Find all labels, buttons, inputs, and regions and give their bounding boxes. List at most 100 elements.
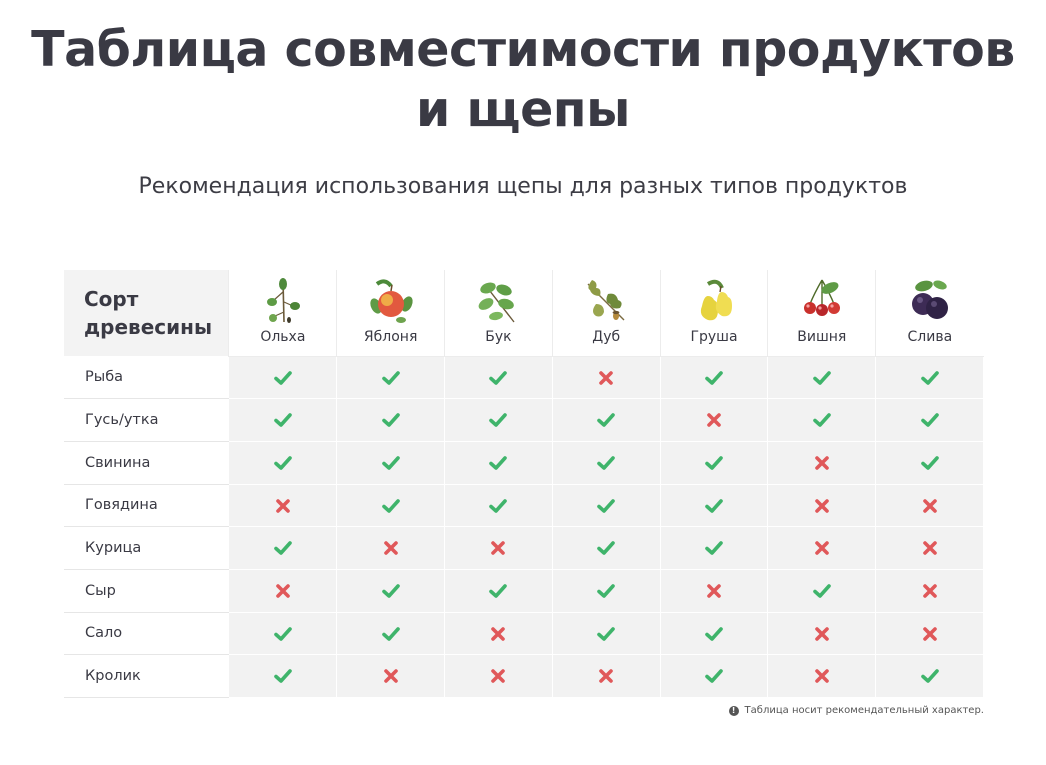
- check-icon: [488, 496, 508, 516]
- table-header-row: Сорт древесины Ольха Яблоня Бук: [64, 270, 984, 357]
- compat-cell: [444, 611, 553, 656]
- cross-icon: [381, 538, 401, 558]
- wood-header-2: Бук: [444, 270, 553, 357]
- pear-icon: [690, 276, 738, 326]
- check-icon: [381, 410, 401, 430]
- check-icon: [488, 410, 508, 430]
- check-icon: [704, 538, 724, 558]
- cross-icon: [812, 496, 832, 516]
- compat-cell: [659, 611, 769, 656]
- cross-icon: [920, 624, 940, 644]
- compat-cell: [875, 483, 984, 528]
- compat-cell: [444, 568, 553, 613]
- wood-name: Вишня: [797, 328, 847, 345]
- table-row: Говядина: [64, 483, 984, 528]
- check-icon: [920, 666, 940, 686]
- compat-cell: [444, 355, 553, 400]
- corner-label: Сорт древесины: [84, 287, 213, 339]
- compat-cell: [228, 568, 338, 613]
- check-icon: [920, 368, 940, 388]
- compat-cell: [875, 611, 984, 656]
- wood-header-3: Дуб: [551, 270, 661, 357]
- compat-cell: [336, 568, 446, 613]
- check-icon: [488, 581, 508, 601]
- compat-cell: [875, 526, 984, 570]
- product-label: Сало: [64, 612, 229, 656]
- check-icon: [273, 538, 293, 558]
- wood-header-0: Ольха: [228, 270, 337, 357]
- compat-cell: [228, 355, 338, 400]
- oak-icon: [582, 276, 630, 326]
- cross-icon: [273, 581, 293, 601]
- apple-icon: [367, 276, 415, 326]
- compat-cell: [875, 398, 984, 442]
- cross-icon: [812, 538, 832, 558]
- compat-cell: [767, 654, 877, 698]
- table-row: Гусь/утка: [64, 398, 984, 442]
- wood-name: Яблоня: [363, 328, 418, 345]
- compat-cell: [875, 355, 984, 400]
- product-label: Сыр: [64, 569, 229, 613]
- footnote: ! Таблица носит рекомендательный характе…: [728, 705, 984, 716]
- check-icon: [596, 410, 616, 430]
- table-row: Сыр: [64, 568, 984, 613]
- check-icon: [273, 666, 293, 686]
- compat-cell: [444, 483, 553, 528]
- cross-icon: [812, 624, 832, 644]
- compat-cell: [444, 654, 553, 698]
- wood-name: Дуб: [592, 328, 621, 345]
- compat-cell: [767, 526, 877, 570]
- check-icon: [596, 496, 616, 516]
- check-icon: [704, 453, 724, 473]
- info-icon: !: [728, 705, 739, 716]
- check-icon: [381, 496, 401, 516]
- check-icon: [596, 581, 616, 601]
- page-title-line-1: Таблица совместимости продуктов: [31, 21, 1015, 78]
- compat-cell: [444, 398, 553, 442]
- cross-icon: [920, 581, 940, 601]
- compat-cell: [336, 526, 446, 570]
- compat-cell: [659, 568, 769, 613]
- check-icon: [920, 453, 940, 473]
- compat-cell: [875, 654, 984, 698]
- cross-icon: [920, 538, 940, 558]
- check-icon: [596, 453, 616, 473]
- product-label: Курица: [64, 526, 229, 570]
- cross-icon: [920, 496, 940, 516]
- compat-cell: [551, 483, 661, 528]
- cross-icon: [812, 666, 832, 686]
- wood-header-6: Слива: [875, 270, 984, 357]
- wood-header-1: Яблоня: [336, 270, 445, 357]
- compat-cell: [767, 568, 877, 613]
- cross-icon: [704, 581, 724, 601]
- page-title: Таблица совместимости продуктов и щепы: [0, 20, 1046, 140]
- product-label: Говядина: [64, 484, 229, 528]
- cross-icon: [381, 666, 401, 686]
- compat-cell: [551, 526, 661, 570]
- page-subtitle: Рекомендация использования щепы для разн…: [138, 174, 908, 199]
- compat-cell: [875, 440, 984, 485]
- check-icon: [381, 624, 401, 644]
- compat-cell: [551, 568, 661, 613]
- check-icon: [381, 368, 401, 388]
- compat-cell: [444, 440, 553, 485]
- cross-icon: [704, 410, 724, 430]
- check-icon: [273, 410, 293, 430]
- compat-cell: [228, 398, 338, 442]
- compat-cell: [767, 398, 877, 442]
- plum-icon: [906, 276, 954, 326]
- compat-cell: [228, 440, 338, 485]
- check-icon: [812, 368, 832, 388]
- check-icon: [812, 410, 832, 430]
- compat-cell: [551, 440, 661, 485]
- compat-cell: [875, 568, 984, 613]
- cross-icon: [488, 624, 508, 644]
- compat-cell: [551, 398, 661, 442]
- table-row: Рыба: [64, 355, 984, 400]
- cross-icon: [488, 666, 508, 686]
- check-icon: [273, 453, 293, 473]
- product-label: Свинина: [64, 441, 229, 485]
- table-row: Курица: [64, 526, 984, 570]
- compat-cell: [336, 654, 446, 698]
- check-icon: [381, 453, 401, 473]
